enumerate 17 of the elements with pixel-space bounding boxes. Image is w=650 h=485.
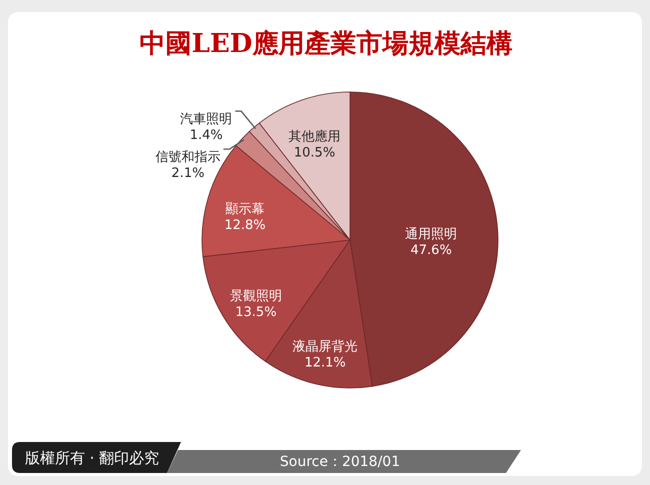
data-label: 47.6%	[410, 242, 452, 258]
slice-label: 液晶屏背光	[292, 340, 358, 355]
slice-label: 其他應用	[288, 129, 341, 144]
data-label: 13.5%	[235, 305, 277, 320]
text: 版權所有 · 翻印必究	[24, 449, 160, 467]
slice-label: 景觀照明	[230, 289, 282, 304]
data-label: 12.1%	[304, 356, 346, 371]
slice-label: 汽車照明	[180, 112, 232, 128]
slice-label: 通用照明	[405, 226, 458, 242]
source-note: Source：2018/01	[280, 454, 400, 470]
data-label: 12.8%	[224, 218, 266, 233]
chart-title: 中國LED應用產業市場規模結構	[140, 29, 512, 59]
data-label: 1.4%	[190, 128, 223, 144]
data-label: 10.5%	[294, 145, 336, 160]
slice-label: 顯示幕	[226, 202, 265, 217]
data-label: 2.1%	[171, 166, 204, 182]
slice-label: 信號和指示	[155, 150, 220, 166]
